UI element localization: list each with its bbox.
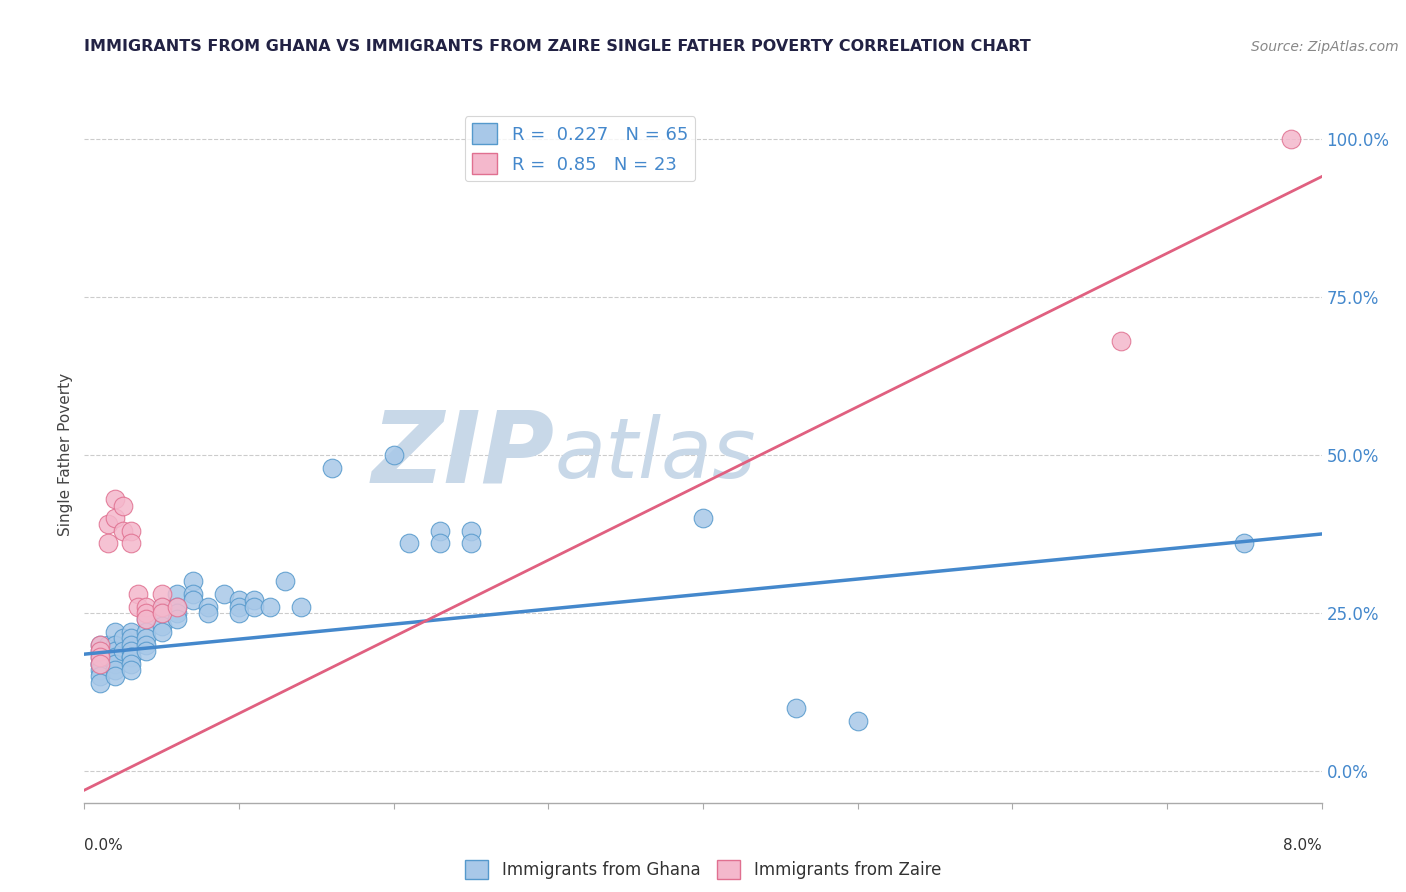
Text: Source: ZipAtlas.com: Source: ZipAtlas.com (1251, 40, 1399, 54)
Point (135, 606, 157, 620)
Point (96, 650, 118, 665)
Point (135, 644, 157, 658)
Point (89, 650, 111, 665)
Point (150, 599, 173, 614)
Legend: Immigrants from Ghana, Immigrants from Zaire: Immigrants from Ghana, Immigrants from Z… (458, 853, 948, 886)
Point (89, 669, 111, 683)
Point (135, 625, 157, 640)
Point (120, 524, 142, 538)
Point (104, 644, 127, 658)
Point (429, 536, 451, 550)
Text: atlas: atlas (554, 415, 756, 495)
Text: 8.0%: 8.0% (1282, 838, 1322, 854)
Point (274, 574, 297, 589)
Point (290, 599, 312, 614)
Point (104, 669, 127, 683)
Point (89, 638, 111, 652)
Point (112, 499, 135, 513)
Point (89, 644, 111, 658)
Point (197, 606, 219, 620)
Point (96, 517, 118, 532)
Point (166, 599, 188, 614)
Point (181, 587, 204, 601)
Point (259, 599, 281, 614)
Point (120, 657, 142, 671)
Point (197, 599, 219, 614)
Point (89, 657, 111, 671)
Point (120, 625, 142, 640)
Point (104, 638, 127, 652)
Point (150, 606, 173, 620)
Point (104, 663, 127, 677)
Point (89, 650, 111, 665)
Point (150, 625, 173, 640)
Point (321, 460, 343, 475)
Point (429, 524, 451, 538)
Text: IMMIGRANTS FROM GHANA VS IMMIGRANTS FROM ZAIRE SINGLE FATHER POVERTY CORRELATION: IMMIGRANTS FROM GHANA VS IMMIGRANTS FROM… (84, 38, 1031, 54)
Point (120, 650, 142, 665)
Point (1279, 131, 1302, 145)
Point (89, 657, 111, 671)
Point (120, 536, 142, 550)
Point (135, 599, 157, 614)
Point (120, 663, 142, 677)
Point (228, 599, 250, 614)
Point (212, 587, 235, 601)
Point (127, 587, 149, 601)
Text: ZIP: ZIP (371, 407, 554, 503)
Point (846, 714, 869, 728)
Point (104, 625, 127, 640)
Point (135, 612, 157, 626)
Point (1109, 334, 1132, 348)
Point (120, 644, 142, 658)
Point (120, 638, 142, 652)
Y-axis label: Single Father Poverty: Single Father Poverty (58, 374, 73, 536)
Point (89, 657, 111, 671)
Point (228, 593, 250, 607)
Point (166, 612, 188, 626)
Point (243, 599, 266, 614)
Point (150, 618, 173, 632)
Point (181, 574, 204, 589)
Point (692, 511, 714, 525)
Point (166, 599, 188, 614)
Point (96, 536, 118, 550)
Point (104, 511, 127, 525)
Point (120, 650, 142, 665)
Point (243, 593, 266, 607)
Point (104, 492, 127, 507)
Point (382, 448, 405, 462)
Point (228, 606, 250, 620)
Point (785, 701, 807, 715)
Point (166, 606, 188, 620)
Point (398, 536, 420, 550)
Point (166, 587, 188, 601)
Point (460, 536, 482, 550)
Point (460, 524, 482, 538)
Point (89, 644, 111, 658)
Point (104, 650, 127, 665)
Point (112, 644, 135, 658)
Point (120, 632, 142, 646)
Text: 0.0%: 0.0% (84, 838, 124, 854)
Point (135, 632, 157, 646)
Point (150, 599, 173, 614)
Point (112, 524, 135, 538)
Point (89, 675, 111, 690)
Point (150, 606, 173, 620)
Point (1233, 536, 1256, 550)
Point (104, 657, 127, 671)
Point (135, 638, 157, 652)
Point (96, 638, 118, 652)
Point (135, 612, 157, 626)
Point (127, 599, 149, 614)
Point (112, 632, 135, 646)
Point (181, 593, 204, 607)
Point (89, 638, 111, 652)
Point (89, 663, 111, 677)
Point (150, 587, 173, 601)
